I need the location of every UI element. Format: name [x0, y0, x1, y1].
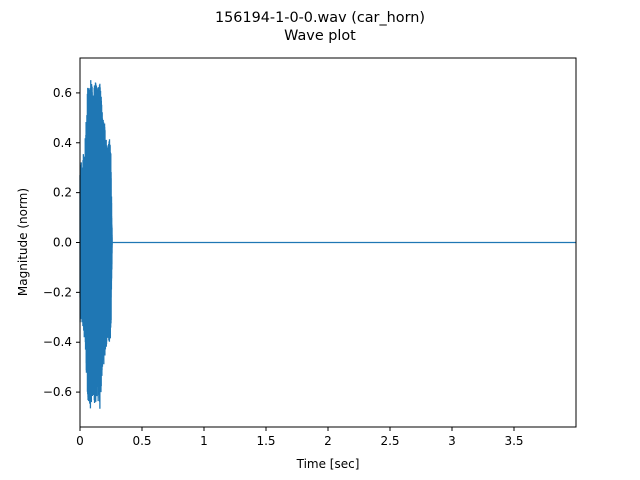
x-axis: 0 0.5 1 1.5 2 2.5 3 3.5: [76, 427, 524, 448]
waveform-series: [79, 80, 576, 409]
x-tick-label: 1.5: [256, 434, 275, 448]
x-tick-label: 2: [324, 434, 332, 448]
x-tick-label: 0.5: [132, 434, 151, 448]
chart-title: 156194-1-0-0.wav (car_horn): [215, 10, 425, 26]
x-axis-label: Time [sec]: [296, 457, 360, 471]
x-tick-label: 3: [448, 434, 456, 448]
y-tick-label: −0.2: [43, 285, 72, 299]
x-tick-label: 1: [200, 434, 208, 448]
y-tick-label: 0.4: [53, 136, 72, 150]
y-tick-label: 0.6: [53, 86, 72, 100]
y-tick-label: −0.6: [43, 385, 72, 399]
x-tick-label: 3.5: [504, 434, 523, 448]
x-tick-label: 0: [76, 434, 84, 448]
x-tick-label: 2.5: [380, 434, 399, 448]
y-tick-label: 0.0: [53, 236, 72, 250]
y-axis: −0.6 −0.4 −0.2 0.0 0.2 0.4 0.6: [43, 86, 80, 399]
y-axis-label: Magnitude (norm): [16, 188, 30, 296]
chart-subtitle: Wave plot: [284, 28, 356, 44]
y-tick-label: 0.2: [53, 186, 72, 200]
waveform-line: [79, 80, 576, 409]
y-tick-label: −0.4: [43, 335, 72, 349]
